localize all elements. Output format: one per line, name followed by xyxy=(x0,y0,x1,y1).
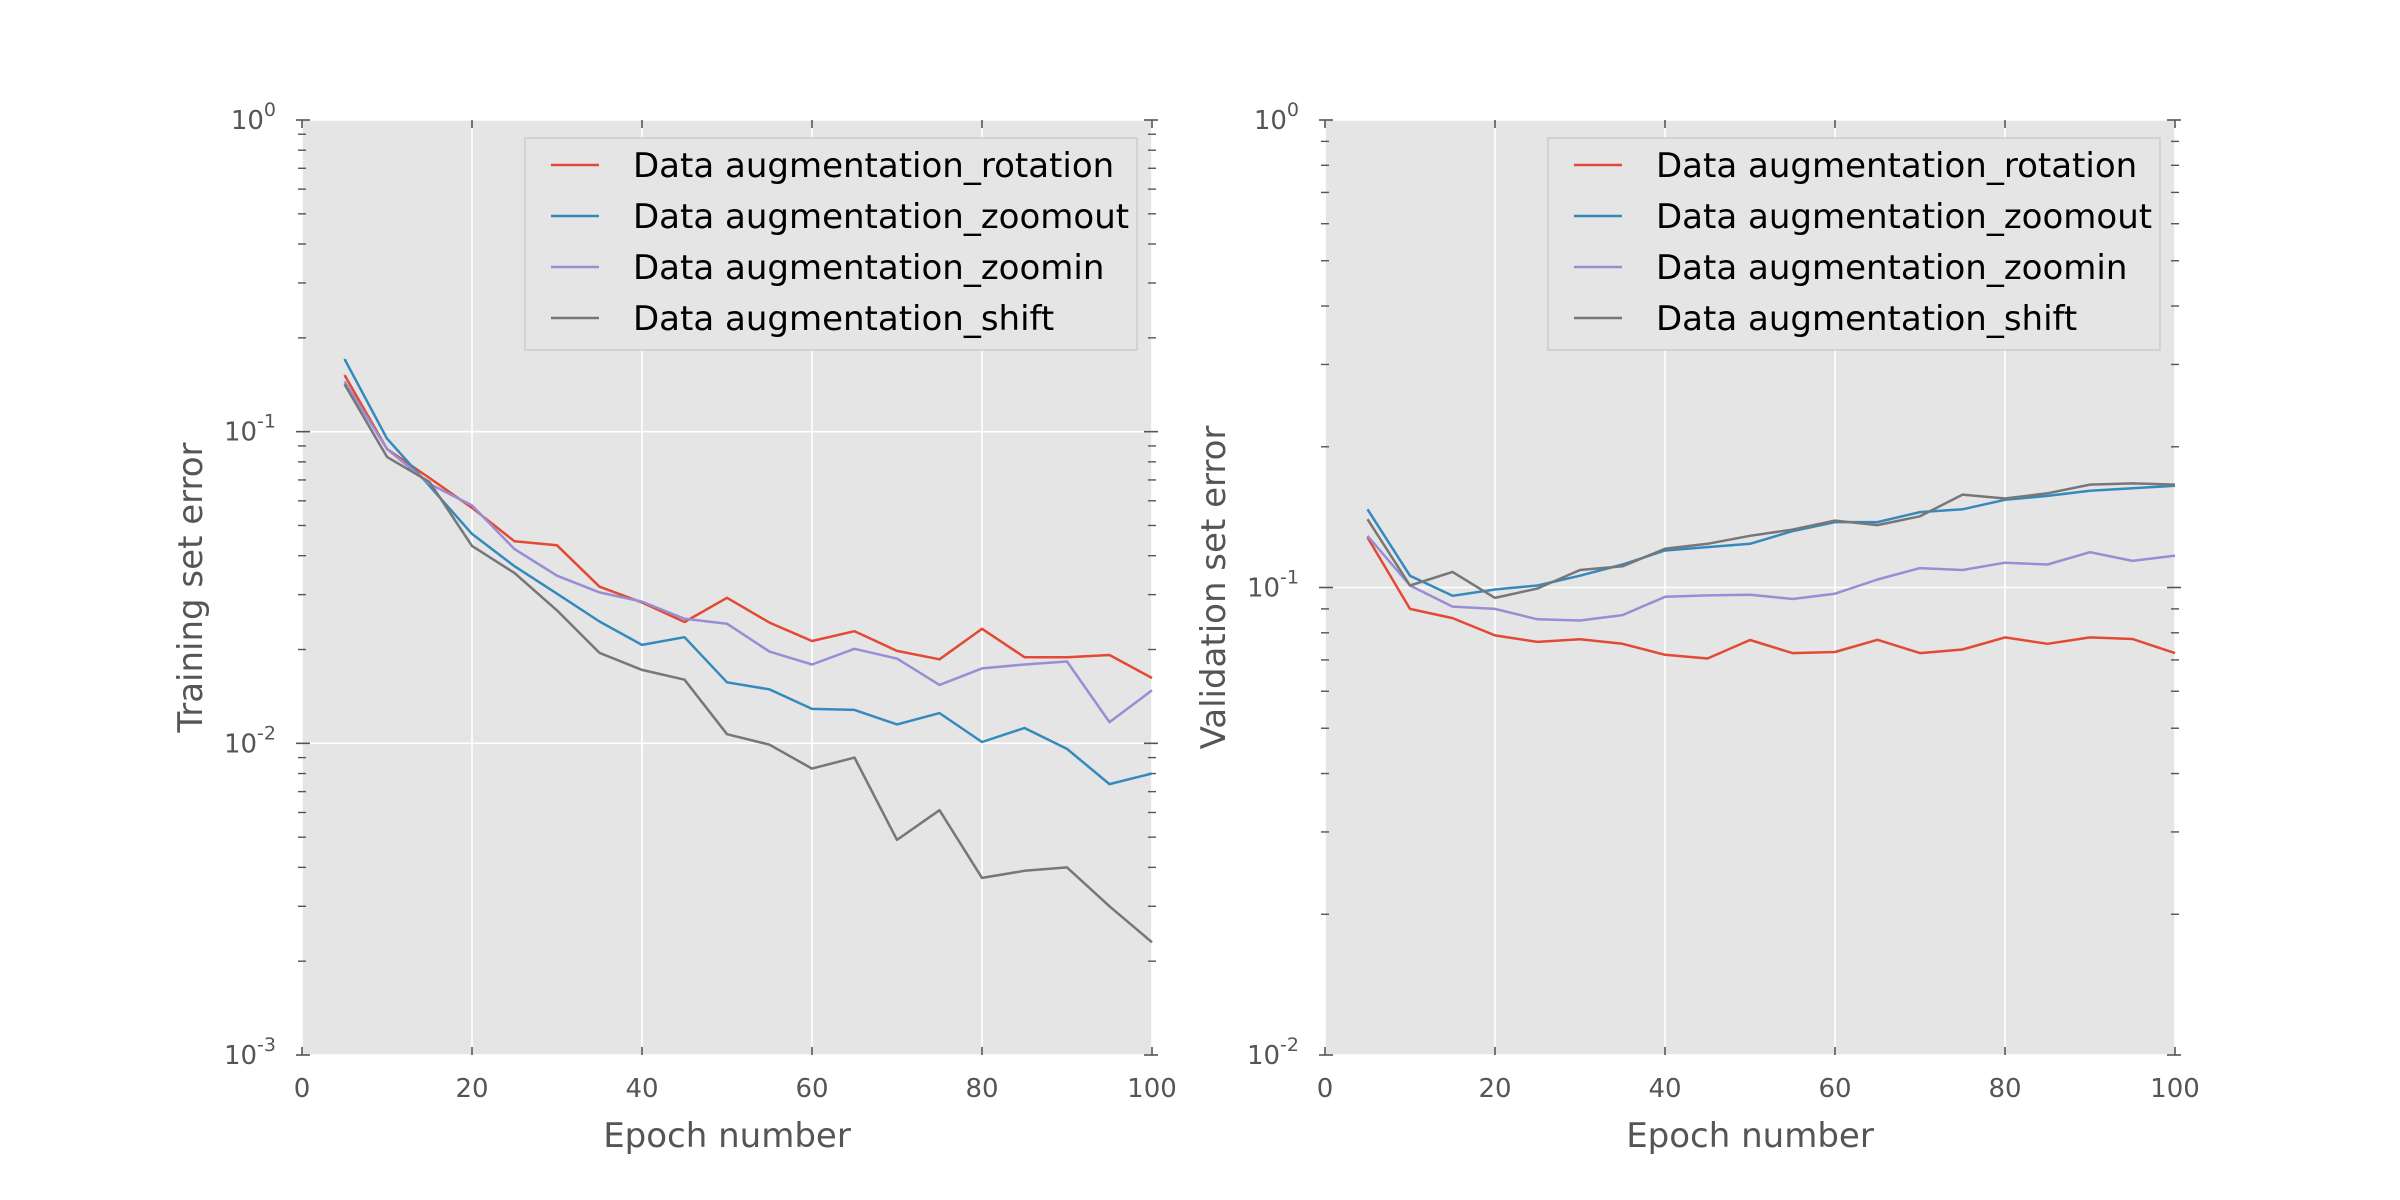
series-line xyxy=(1366,484,2176,598)
x-tick-labels: 0 20 40 60 80 100 xyxy=(294,1074,1177,1104)
y-tick-base: 10 xyxy=(224,418,257,448)
x-tick-label: 40 xyxy=(625,1074,658,1104)
y-tick-label: 100 xyxy=(1254,99,1299,136)
x-tick-label: 0 xyxy=(1317,1074,1334,1104)
series-lines xyxy=(343,358,1153,944)
legend-label: Data augmentation_zoomin xyxy=(633,248,1104,288)
y-tick-base: 10 xyxy=(1247,574,1280,604)
y-axis-label: Validation set error xyxy=(1194,426,1234,750)
x-tick-label: 20 xyxy=(455,1074,488,1104)
legend-frame xyxy=(524,137,1138,351)
series-line xyxy=(343,383,1153,944)
x-tick-label: 100 xyxy=(1127,1074,1177,1104)
y-tick-base: 10 xyxy=(224,729,257,759)
series-line xyxy=(343,358,1153,786)
y-tick-label: 10-1 xyxy=(1247,567,1299,604)
x-axis-label: Epoch number xyxy=(603,1116,851,1156)
x-tick-label: 60 xyxy=(1818,1074,1851,1104)
y-tick-exponent: -1 xyxy=(257,411,276,433)
y-tick-label: 10-3 xyxy=(224,1034,276,1071)
x-tick-label: 100 xyxy=(2150,1074,2200,1104)
y-tick-base: 10 xyxy=(231,106,264,136)
series-line xyxy=(1366,482,2176,600)
x-axis-label: Epoch number xyxy=(1626,1116,1874,1156)
y-tick-exponent: -3 xyxy=(257,1034,276,1056)
legend-label: Data augmentation_rotation xyxy=(633,146,1114,186)
y-tick-base: 10 xyxy=(224,1041,257,1071)
x-tick-label: 60 xyxy=(795,1074,828,1104)
series-line xyxy=(343,380,1153,724)
legend-label: Data augmentation_zoomout xyxy=(1656,197,2152,237)
y-tick-exponent: 0 xyxy=(1287,99,1299,121)
x-tick-labels: 0 20 40 60 80 100 xyxy=(1317,1074,2200,1104)
x-tick-label: 0 xyxy=(294,1074,311,1104)
legend-label: Data augmentation_zoomin xyxy=(1656,248,2127,288)
y-tick-exponent: -2 xyxy=(257,722,276,744)
x-tick-label: 80 xyxy=(1988,1074,2021,1104)
series-lines xyxy=(1366,482,2176,660)
tick-marks xyxy=(296,119,1158,1056)
x-tick-label: 20 xyxy=(1478,1074,1511,1104)
legend-label: Data augmentation_shift xyxy=(1656,299,2077,339)
y-tick-exponent: -2 xyxy=(1280,1034,1299,1056)
x-tick-label: 40 xyxy=(1648,1074,1681,1104)
legend-label: Data augmentation_shift xyxy=(633,299,1054,339)
y-tick-label: 10-1 xyxy=(224,411,276,448)
y-tick-base: 10 xyxy=(1254,106,1287,136)
legend: Data augmentation_rotation Data augmentat… xyxy=(524,137,1138,351)
y-tick-exponent: -1 xyxy=(1280,567,1299,589)
series-line xyxy=(1366,536,2176,660)
legend: Data augmentation_rotation Data augmentat… xyxy=(1547,137,2161,351)
y-axis-label: Training set error xyxy=(171,442,211,733)
legend-label: Data augmentation_rotation xyxy=(1656,146,2137,186)
tick-marks xyxy=(1319,119,2181,1056)
y-tick-label: 10-2 xyxy=(224,722,276,759)
y-tick-exponent: 0 xyxy=(264,99,276,121)
y-tick-label: 100 xyxy=(231,99,276,136)
y-tick-base: 10 xyxy=(1247,1041,1280,1071)
legend-label: Data augmentation_zoomout xyxy=(633,197,1129,237)
x-tick-label: 80 xyxy=(965,1074,998,1104)
legend-frame xyxy=(1547,137,2161,351)
series-line xyxy=(1366,534,2176,622)
y-tick-label: 10-2 xyxy=(1247,1034,1299,1071)
